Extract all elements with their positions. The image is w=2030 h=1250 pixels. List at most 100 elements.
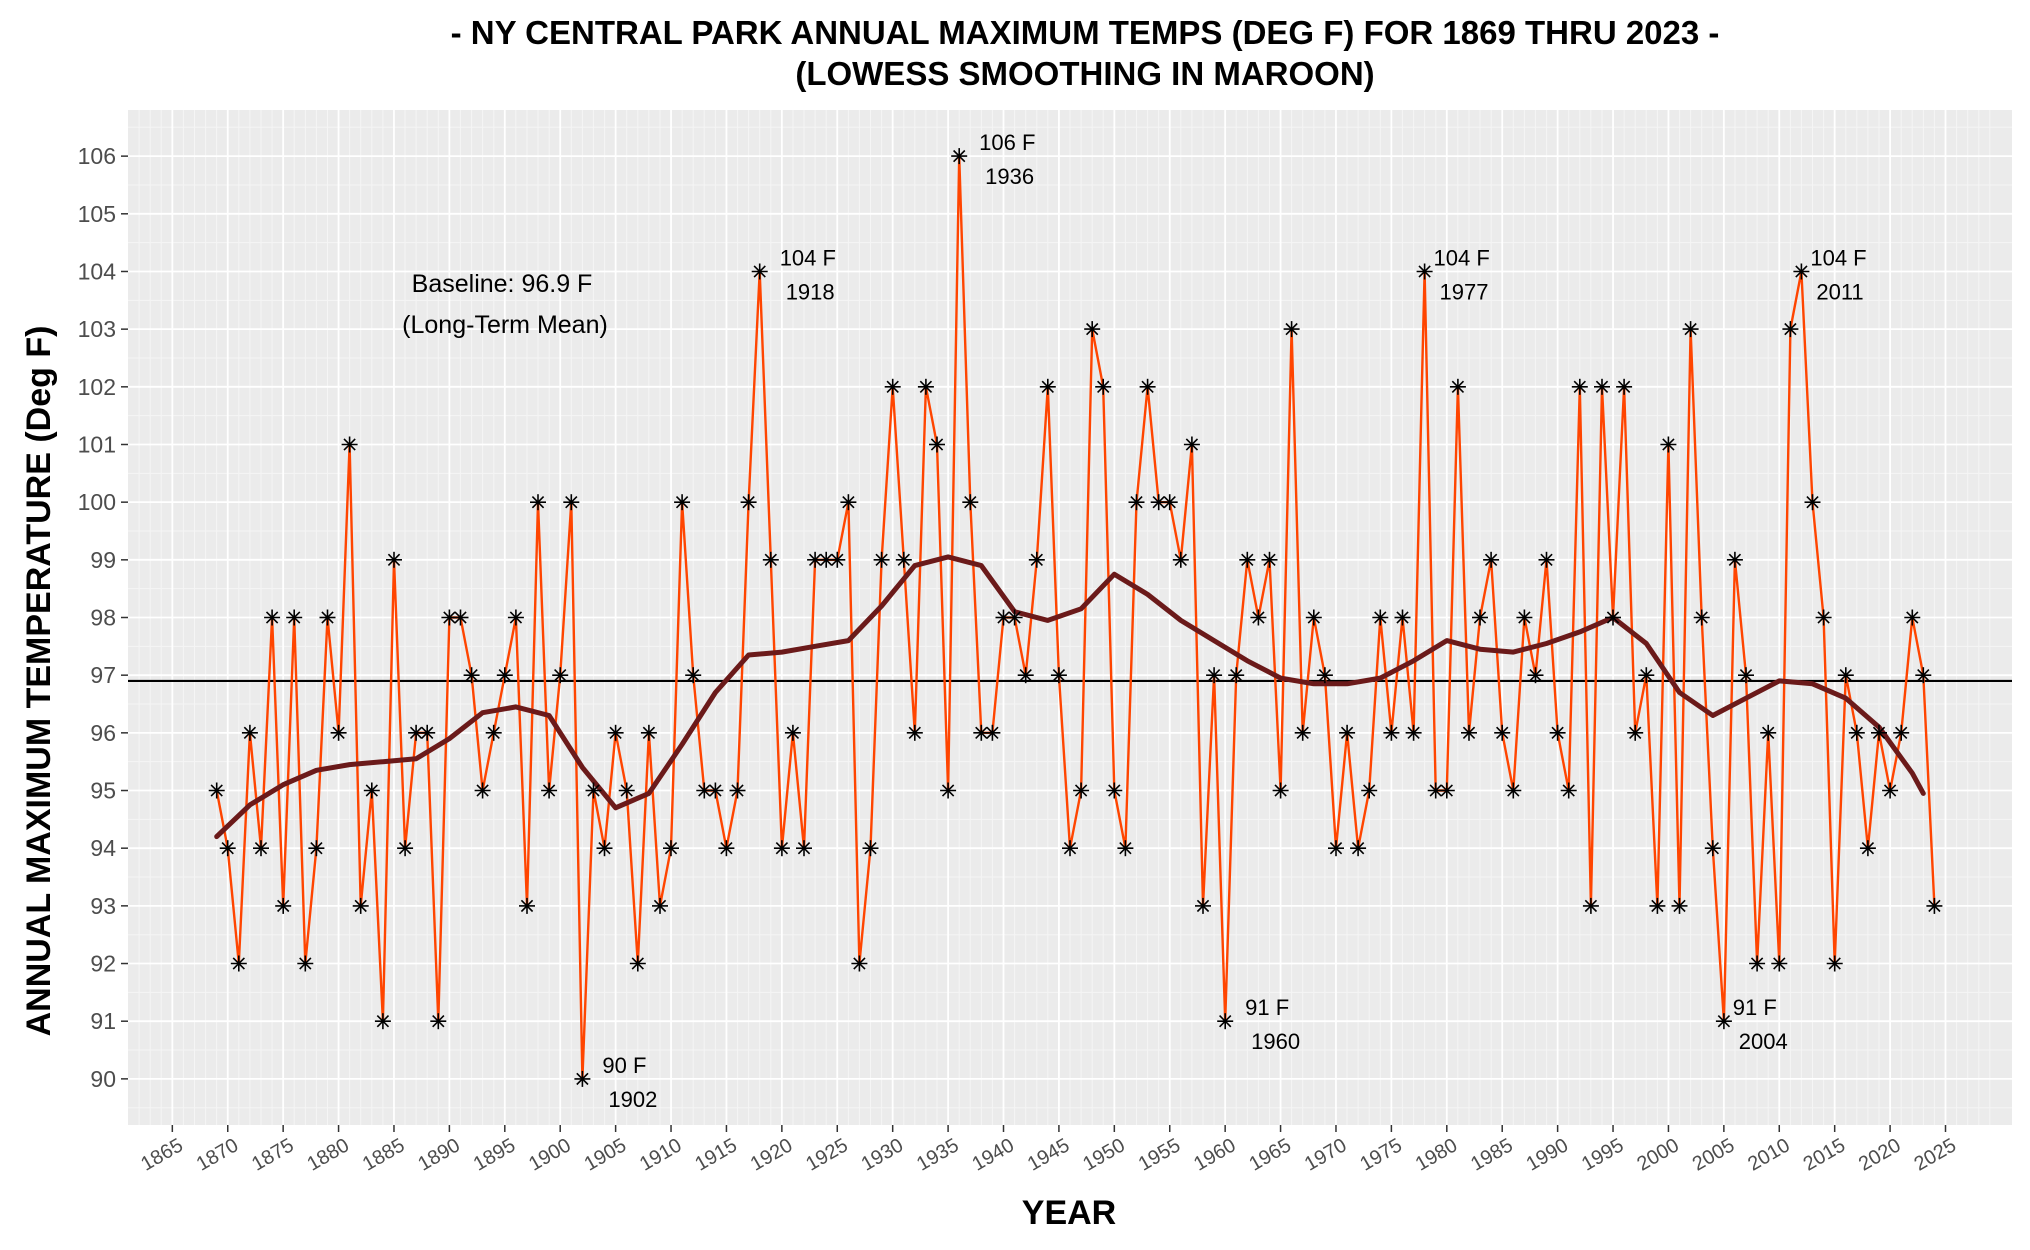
x-tick-label: 2020	[1855, 1134, 1905, 1175]
data-point	[607, 724, 624, 741]
y-tick-label: 90	[90, 1066, 116, 1092]
data-point	[1084, 321, 1101, 338]
data-point	[341, 436, 358, 453]
data-point	[773, 840, 790, 857]
x-tick-label: 1940	[968, 1134, 1018, 1175]
data-point	[1416, 263, 1433, 280]
data-point	[253, 840, 269, 857]
y-tick-label: 96	[90, 720, 116, 746]
data-point	[585, 782, 602, 799]
data-point	[264, 609, 281, 626]
data-point	[640, 724, 657, 741]
x-tick-label: 2000	[1633, 1134, 1683, 1175]
x-tick-label: 1985	[1467, 1134, 1517, 1175]
data-point	[319, 609, 336, 626]
x-tick-label: 1905	[581, 1134, 631, 1175]
data-point	[1815, 609, 1832, 626]
data-point	[1195, 897, 1211, 914]
y-tick-label: 100	[78, 489, 116, 515]
data-point	[984, 724, 1001, 741]
data-point	[1704, 840, 1721, 857]
data-point	[1771, 955, 1788, 972]
data-point	[241, 724, 258, 741]
data-point	[906, 724, 923, 741]
data-point	[663, 840, 679, 857]
annotation-temp: 90 F	[602, 1053, 646, 1078]
data-point	[1726, 551, 1743, 568]
data-point	[1627, 724, 1644, 741]
data-point	[929, 436, 945, 453]
data-point	[840, 494, 857, 511]
data-point	[829, 551, 846, 568]
data-point	[1283, 321, 1300, 338]
y-tick-label: 103	[78, 316, 116, 342]
data-point	[1305, 609, 1322, 626]
data-point	[474, 782, 491, 799]
data-point	[1228, 667, 1245, 684]
data-point	[1871, 724, 1887, 741]
data-point	[596, 840, 613, 857]
annotation-year: 1902	[608, 1087, 657, 1112]
data-point	[1006, 609, 1023, 626]
data-point	[352, 897, 369, 914]
data-point	[1161, 494, 1178, 511]
data-point	[1350, 840, 1367, 857]
data-point	[895, 551, 912, 568]
data-point	[1560, 782, 1577, 799]
data-point	[1749, 955, 1766, 972]
data-point	[1904, 609, 1921, 626]
x-tick-label: 2025	[1910, 1134, 1960, 1175]
data-point	[1217, 1013, 1234, 1030]
annotation-year: 2011	[1816, 279, 1863, 304]
data-point	[1039, 378, 1056, 395]
data-point	[1682, 321, 1699, 338]
data-point	[796, 840, 812, 857]
annotation-year: 1977	[1440, 279, 1489, 304]
x-tick-label: 1880	[304, 1134, 354, 1175]
chart-title-line2: (LOWESS SMOOTHING IN MAROON)	[795, 55, 1374, 92]
y-tick-label: 101	[78, 431, 116, 457]
y-tick-label: 105	[78, 201, 116, 227]
data-point	[1483, 551, 1500, 568]
data-point	[363, 782, 380, 799]
data-point	[1859, 840, 1876, 857]
data-point	[1328, 840, 1344, 857]
data-point	[1582, 897, 1599, 914]
data-point	[507, 609, 524, 626]
x-axis-title: YEAR	[1022, 1194, 1116, 1232]
data-point	[1339, 724, 1356, 741]
x-tick-label: 1930	[858, 1134, 908, 1175]
data-point	[718, 840, 735, 857]
data-point	[1505, 782, 1522, 799]
baseline-label: Baseline: 96.9 F	[412, 270, 593, 298]
data-point	[563, 494, 580, 511]
annotations-layer: 90 F 1902 104 F 1918 106 F 1936 91 F 1960 104 F 1…	[602, 130, 1866, 1112]
data-point	[1571, 378, 1588, 395]
data-point	[297, 955, 314, 972]
data-point	[1926, 897, 1943, 914]
data-point	[1394, 609, 1411, 626]
data-point	[1062, 840, 1078, 857]
data-point	[1915, 667, 1932, 684]
baseline-sublabel: (Long-Term Mean)	[402, 311, 608, 339]
data-point	[1250, 609, 1267, 626]
data-point	[1106, 782, 1123, 799]
data-point	[1316, 667, 1333, 684]
series-layer	[215, 154, 1936, 1081]
x-tick-label: 1960	[1190, 1134, 1240, 1175]
data-point	[1882, 782, 1899, 799]
y-axis-title: ANNUAL MAXIMUM TEMPERATURE (Deg F)	[20, 326, 58, 1037]
data-point	[884, 378, 901, 395]
data-point	[1616, 378, 1633, 395]
data-point	[962, 494, 979, 511]
chart-title-line1: - NY CENTRAL PARK ANNUAL MAXIMUM TEMPS (…	[451, 14, 1720, 51]
data-point	[862, 840, 879, 857]
data-point	[740, 494, 757, 511]
data-point	[374, 1013, 391, 1030]
data-point	[1050, 667, 1067, 684]
data-point	[707, 782, 724, 799]
x-tick-label: 1945	[1024, 1134, 1074, 1175]
x-tick-label: 1885	[359, 1134, 409, 1175]
x-tick-label: 1875	[248, 1134, 298, 1175]
x-tick-label: 1925	[802, 1134, 852, 1175]
